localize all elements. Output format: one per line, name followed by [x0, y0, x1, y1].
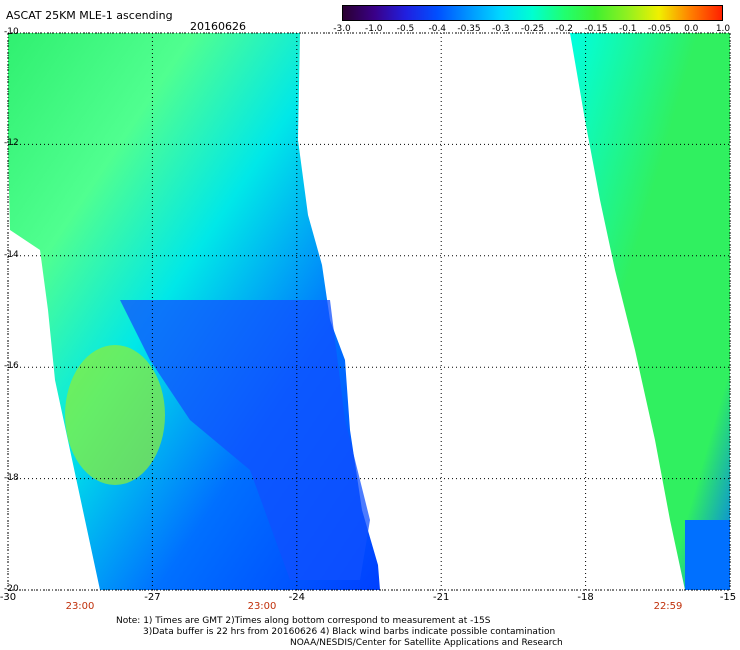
latitude-tick-label: -12	[4, 138, 19, 149]
color-scale-label: -0.05	[647, 24, 672, 34]
color-scale-label: -0.35	[457, 24, 481, 34]
latitude-tick-label: -14	[4, 249, 19, 260]
longitude-tick-label: -24	[288, 592, 305, 603]
note-line-1: Note: 1) Times are GMT 2)Times along bot…	[116, 616, 491, 626]
note-line-2: 3)Data buffer is 22 hrs from 20160626 4)…	[143, 627, 556, 637]
note-line-3: NOAA/NESDIS/Center for Satellite Applica…	[290, 638, 563, 648]
color-scale-bar	[342, 5, 723, 21]
map-date: 20160626	[190, 20, 246, 33]
longitude-tick-label: -15	[719, 592, 737, 603]
color-scale-label: -1.0	[364, 24, 383, 34]
longitude-tick-label: -21	[433, 592, 450, 603]
color-scale-label: -0.1	[618, 24, 637, 34]
map-title: ASCAT 25KM MLE-1 ascending	[6, 9, 173, 22]
time-label: 22:59	[653, 601, 683, 612]
color-scale-label: -3.0	[333, 24, 351, 34]
latitude-tick-label: -16	[4, 361, 19, 372]
color-scale-label: -0.2	[555, 24, 574, 34]
color-scale-label: -0.25	[520, 24, 545, 34]
color-scale-labels: -3.0 -1.0 -0.5 -0.4 -0.35 -0.3 -0.25 -0.2 -0.15-…	[330, 24, 730, 36]
swath-right	[570, 33, 730, 590]
longitude-tick-label: -18	[577, 592, 594, 603]
color-scale-label: -0.3	[491, 24, 510, 34]
time-label: 23:00	[65, 601, 95, 612]
latitude-tick-label: -10	[4, 27, 19, 37]
latitude-tick-label: -18	[4, 472, 19, 483]
longitude-tick-label: -27	[144, 592, 161, 603]
latitude-tick-label: -20	[4, 584, 19, 594]
swath-right-core	[685, 520, 730, 590]
graticule	[7, 32, 731, 591]
color-scale-label: -0.15	[584, 24, 608, 34]
color-scale-label: -0.4	[428, 24, 447, 34]
color-scale-label: 1.0	[715, 24, 731, 34]
color-scale-label: -0.5	[396, 24, 415, 34]
time-label: 23:00	[247, 601, 277, 612]
swath-left-blob	[65, 345, 165, 485]
longitude-tick-label: -30	[0, 592, 17, 603]
swath-left-core	[120, 300, 370, 580]
color-scale-label: 0.0	[684, 24, 699, 34]
